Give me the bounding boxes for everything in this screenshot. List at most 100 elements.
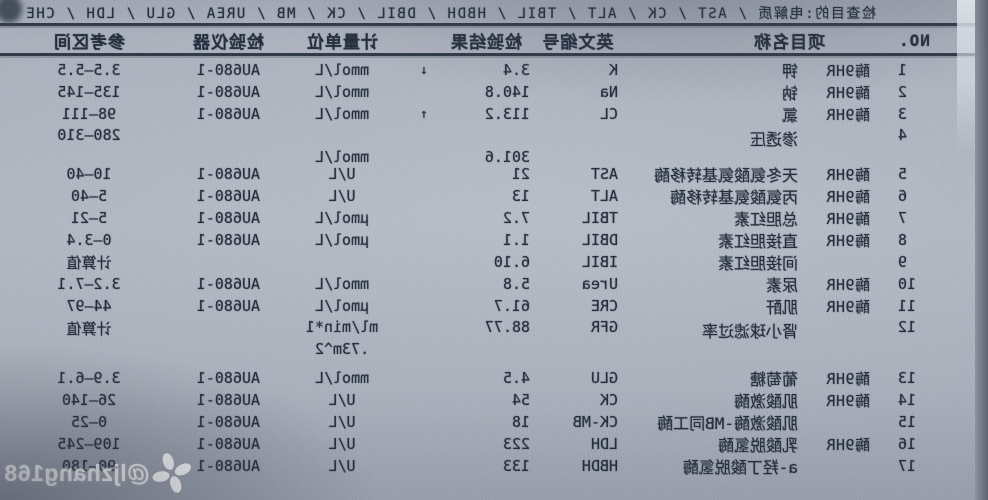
four-petal-flower-icon	[152, 453, 191, 493]
cell-instr: AU680-1	[196, 297, 260, 315]
cell-abbr: CRE	[590, 297, 618, 315]
cell-instr: AU680-1	[196, 165, 260, 183]
cell-abbr: HBDH	[581, 457, 618, 475]
cell-result: 4.5	[502, 369, 530, 387]
cell-unit: U/L	[328, 187, 356, 205]
watermark: @ljzhang168	[4, 452, 192, 494]
cell-prefix: 酶9HR	[825, 187, 870, 206]
cell-prefix: 酶9HR	[825, 61, 870, 80]
cell-prefix: 酶9HR	[825, 83, 870, 102]
col-header-reference: 参考区间	[53, 33, 125, 53]
col-header-result: 检验结果	[450, 33, 522, 53]
cell-result: 113.2	[484, 105, 530, 123]
table-row: 14 酶9HR 肌酸激酶 CK 54 U/L AU680-1 26—140	[0, 388, 988, 411]
table-row: 11 酶9HR 肌酐 CRE 61.7 μmol/L AU680-1 44—97	[0, 294, 988, 317]
col-header-unit: 计量单位	[306, 33, 378, 53]
cell-ref: 3.5—5.5	[57, 61, 121, 79]
cell-flag: ↑	[420, 106, 428, 122]
cell-instr: AU680-1	[196, 369, 260, 387]
photo-edge-highlight	[957, 0, 975, 150]
cell-abbr: GLU	[590, 369, 618, 387]
cell-result: 6.10	[493, 253, 530, 271]
cell-result: 18	[511, 413, 530, 431]
col-header-instrument: 检验仪器	[192, 33, 264, 53]
table-row: 2 酶9HR 钠 Na 140.8 mmol/L AU680-1 135—145	[0, 80, 988, 103]
cell-name: 总胆红素	[733, 210, 798, 229]
cell-unit: mmol/L	[314, 275, 370, 293]
table-row: 13 酶9HR 葡萄糖 GLU 4.5 mmol/L AU680-1 3.9—6.1	[0, 366, 988, 389]
cell-ref: 5—40	[70, 187, 108, 205]
cell-result: 301.6	[484, 148, 530, 166]
cell-abbr: CK	[599, 391, 618, 409]
cell-name: 钾	[781, 62, 798, 81]
cell-unit: ml/min*1	[305, 318, 379, 336]
cell-name: 氯	[781, 106, 798, 125]
cell-result: 61.7	[493, 297, 530, 315]
cell-instr: AU680-1	[196, 275, 260, 293]
cell-name: 钠	[781, 84, 798, 103]
cell-unit: U/L	[328, 435, 356, 453]
cell-unit: mmol/L	[314, 105, 370, 123]
cell-unit: mmol/L	[314, 148, 370, 166]
cell-abbr: CK-MB	[572, 413, 618, 431]
cell-ref: 135—145	[57, 83, 121, 101]
table-rows: 1 酶9HR 钾 K 3.4 ↓ mmol/L AU680-1 3.5—5.5 2 酶9HR 钠 Na 1…	[0, 58, 988, 477]
cell-prefix: 酶9HR	[825, 369, 870, 388]
cell-unit: μmol/L	[314, 297, 370, 315]
cell-prefix: 酶9HR	[825, 297, 870, 316]
cell-result: 133	[502, 457, 530, 475]
cell-unit: .73m^2	[314, 340, 370, 358]
table-row: 3 酶9HR 氯 CL 113.2 ↑ mmol/L AU680-1 98—111	[0, 102, 988, 125]
table-row-continuation: 301.6 mmol/L	[0, 148, 988, 166]
cell-ref: 26—140	[61, 391, 117, 409]
cell-result: 1.1	[502, 231, 530, 249]
cell-abbr: GFR	[590, 318, 618, 336]
cell-name: 尿素	[765, 276, 798, 295]
table-row: 1 酶9HR 钾 K 3.4 ↓ mmol/L AU680-1 3.5—5.5	[0, 58, 988, 81]
cell-result: 54	[511, 391, 530, 409]
table-row: 6 酶9HR 丙氨酸氨基转移酶 ALT 13 U/L AU680-1 5—40	[0, 184, 988, 207]
cell-instr: AU680-1	[196, 391, 260, 409]
cell-unit: mmol/L	[314, 61, 370, 79]
cell-abbr: IBIL	[581, 253, 618, 271]
cell-ref: 280—310	[57, 126, 121, 144]
cell-result: 21	[511, 165, 530, 183]
cell-abbr: TBIL	[581, 209, 618, 227]
cell-prefix: 酶9HR	[825, 435, 870, 454]
cell-result: 5.8	[502, 275, 530, 293]
table-row: 5 酶9HR 天冬氨酸氨基转移酶 AST 21 U/L AU680-1 10—40	[0, 162, 988, 185]
cell-ref: 0—25	[70, 413, 108, 431]
cell-abbr: Na	[599, 83, 618, 101]
cell-prefix: 酶9HR	[825, 391, 870, 410]
top-divider-line	[0, 23, 988, 26]
cell-name: 乳酸脱氢酶	[717, 436, 798, 455]
cell-instr: AU680-1	[196, 105, 260, 123]
cell-result: 3.4	[502, 61, 530, 79]
request-items-line: 检查目的:电解质 / AST / CK / ALT / TBIL / HBDH …	[24, 6, 876, 22]
cell-ref: 5—21	[70, 209, 108, 227]
cell-ref: 10—40	[66, 165, 112, 183]
cell-ref: 3.2—7.1	[57, 275, 121, 293]
cell-instr: AU680-1	[196, 457, 260, 475]
cell-name: 肌酸激酶	[733, 392, 798, 411]
cell-name: 间接胆红素	[717, 254, 798, 273]
cell-ref: 3.9—6.1	[57, 369, 121, 387]
cell-unit: mmol/L	[314, 369, 370, 387]
cell-prefix: 酶9HR	[825, 231, 870, 250]
cell-ref: 计算值	[66, 253, 112, 272]
cell-flag: ↓	[420, 62, 428, 78]
col-header-abbr: 英文缩号	[541, 33, 614, 53]
cell-ref: 98—111	[61, 105, 117, 123]
table-row: 16 酶9HR 乳酸脱氢酶 LDH 223 U/L AU680-1 109—245	[0, 432, 988, 455]
cell-name: 肌酸激酶-MB同工酶	[657, 414, 798, 433]
table-row: 8 酶9HR 直接胆红素 DBIL 1.1 μmol/L AU680-1 0—3.4	[0, 228, 988, 251]
cell-unit: U/L	[328, 165, 356, 183]
cell-result: 88.77	[484, 318, 530, 336]
cell-name: 丙氨酸氨基转移酶	[669, 188, 798, 207]
cell-unit: U/L	[328, 457, 356, 475]
cell-abbr: DBIL	[581, 231, 618, 249]
cell-instr: AU680-1	[196, 83, 260, 101]
cell-instr: AU680-1	[196, 61, 260, 79]
cell-ref: 109—245	[57, 435, 121, 453]
